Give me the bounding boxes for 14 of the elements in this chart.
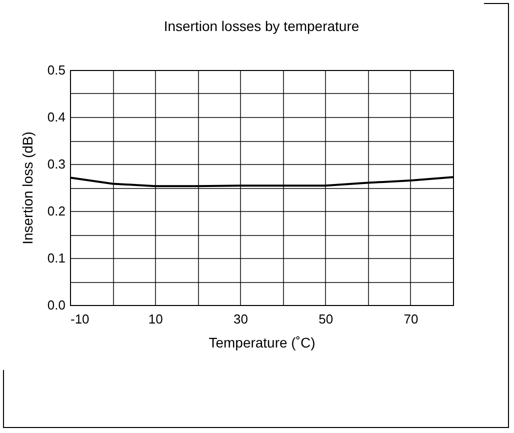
- x-tick-label: 10: [148, 312, 163, 326]
- y-tick-label: 0.5: [47, 62, 66, 78]
- y-tick-label: 0.0: [47, 298, 66, 312]
- x-tick-label: -10: [70, 312, 90, 326]
- chart-title: Insertion losses by temperature: [164, 18, 360, 34]
- y-axis-title: Insertion loss (dB): [19, 132, 36, 244]
- y-tick-label: 0.2: [47, 204, 66, 218]
- x-tick-label: 50: [318, 312, 334, 326]
- x-tick-label: 30: [233, 312, 248, 326]
- y-tick-label: 0.4: [47, 110, 66, 124]
- y-tick-label: 0.1: [47, 250, 66, 266]
- x-axis-title: Temperature (˚C): [208, 334, 316, 350]
- x-tick-label: 70: [404, 312, 418, 326]
- y-tick-label: 0.3: [47, 156, 66, 172]
